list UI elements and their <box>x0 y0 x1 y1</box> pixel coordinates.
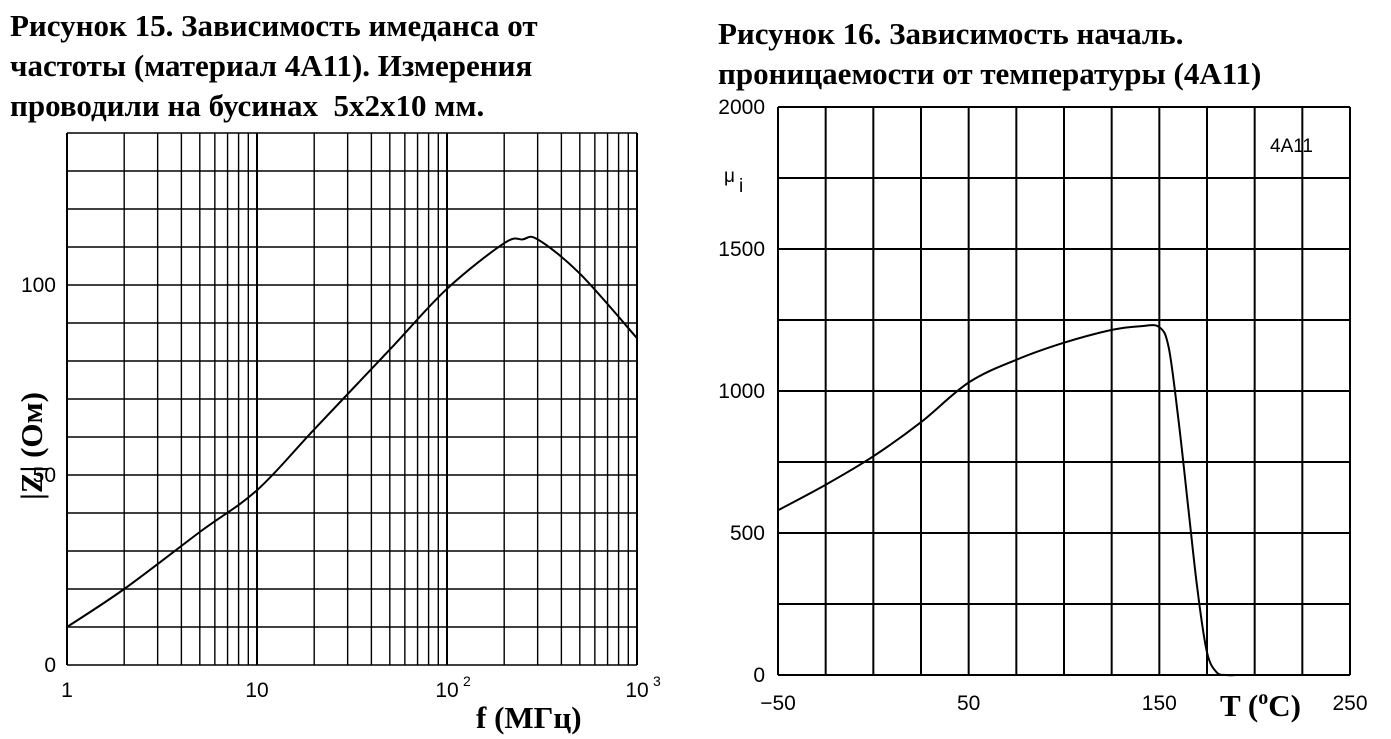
chart2-x-tick-label: 50 <box>957 692 980 715</box>
chart1-x-ticks: 1 10 10 2 10 3 <box>61 673 661 702</box>
chart2-title: Рисунок 16. Зависимость началь. проницае… <box>718 16 1262 91</box>
chart1-x-tick-exponent: 2 <box>463 673 471 689</box>
chart1-x-tick-label: 10 <box>625 679 648 702</box>
chart1-x-tick-label: 10 <box>245 679 268 702</box>
chart1-title: Рисунок 15. Зависимость имеданса от част… <box>10 8 538 123</box>
chart2-x-tick-label: −50 <box>760 692 796 715</box>
chart2-y-tick-label: 1000 <box>718 380 765 403</box>
chart2-y-ticks: 0 500 1000 1500 2000 <box>718 96 765 687</box>
chart1-y-ticks: 0 50 100 <box>21 274 56 677</box>
chart1-x-tick-exponent: 3 <box>653 673 661 689</box>
chart2-x-ticks: −50 50 150 250 <box>760 692 1367 715</box>
chart2-x-axis-label: T (oC) <box>1220 687 1301 723</box>
chart2-y-tick-label: 1500 <box>718 238 765 261</box>
chart1-series-line <box>66 235 638 628</box>
chart1-x-tick-label: 1 <box>61 679 73 702</box>
chart1-y-tick-label: 50 <box>33 464 56 487</box>
chart2-x-tick-label: 150 <box>1142 692 1177 715</box>
chart2-y-tick-label: 500 <box>730 522 765 545</box>
chart1-y-tick-label: 0 <box>44 654 56 677</box>
chart2-series-annotation: 4A11 <box>1270 136 1313 157</box>
chart1-y-tick-label: 100 <box>21 274 56 297</box>
chart2-y-tick-label: 2000 <box>718 96 765 119</box>
chart1-y-axis-label: |Z| (Ом) <box>14 392 49 500</box>
chart1-x-axis-label: f (МГц) <box>476 700 582 735</box>
chart2-grid <box>777 106 1351 676</box>
chart1-grid <box>66 132 638 666</box>
chart1-x-tick-label: 10 <box>435 679 458 702</box>
chart2-x-tick-label: 250 <box>1332 692 1367 715</box>
chart2-y-tick-label: 0 <box>753 664 765 687</box>
chart2-series-line <box>777 324 1236 677</box>
